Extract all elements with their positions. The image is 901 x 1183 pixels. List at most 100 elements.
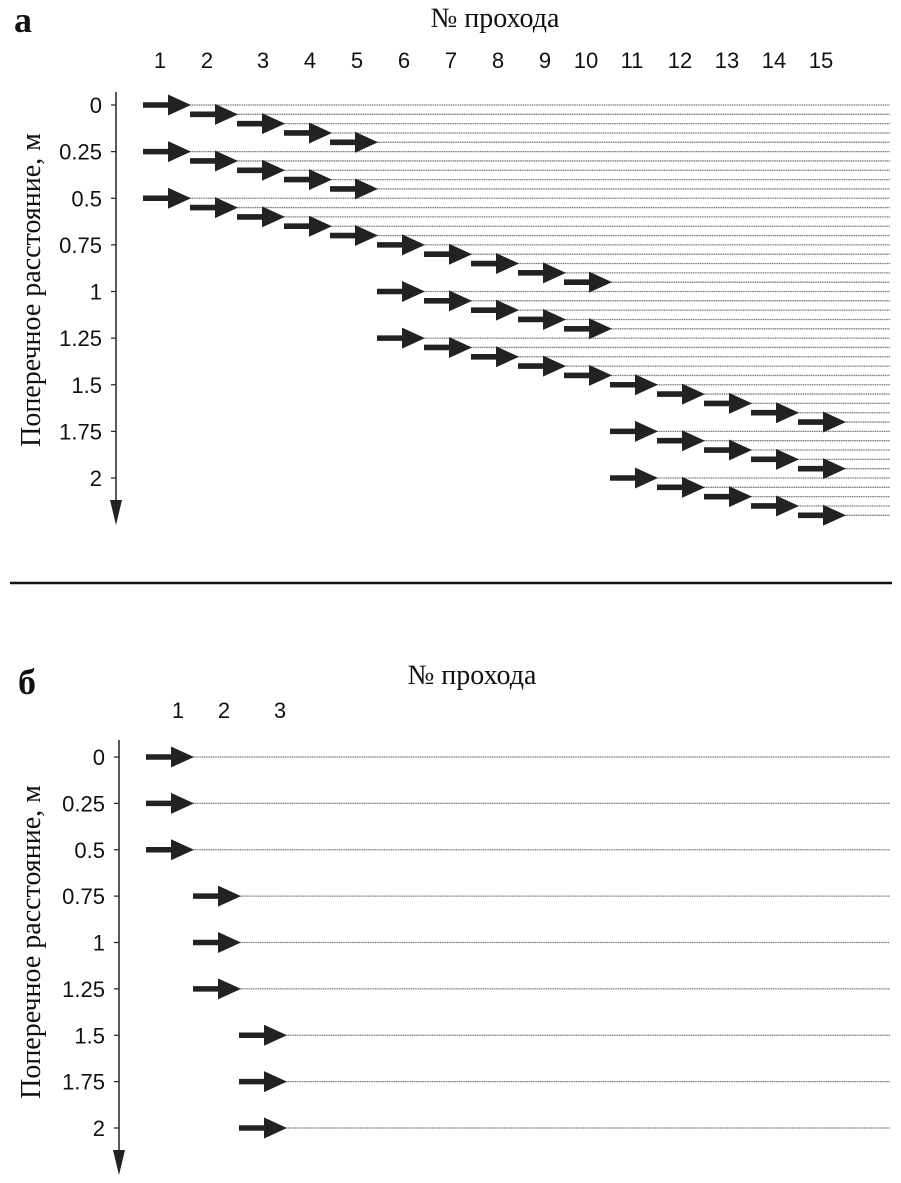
- y-tick-label: 0: [93, 745, 105, 770]
- y-tick-label: 1.5: [71, 373, 102, 398]
- pass-2-arrow: [193, 885, 241, 907]
- pass-9-arrow: [518, 262, 566, 284]
- panel-a-ylabel: Поперечное расстояние, м: [16, 133, 47, 447]
- pass-2-arrow: [190, 150, 238, 172]
- pass-label: 10: [574, 48, 598, 73]
- y-tick-label: 0.5: [71, 186, 102, 211]
- pass-1-arrow: [143, 187, 191, 209]
- pass-7-arrow: [424, 290, 472, 312]
- pass-label: 15: [809, 48, 833, 73]
- panel-b-letter: б: [18, 662, 36, 702]
- pass-6-arrow: [377, 327, 425, 349]
- pass-label: 6: [398, 48, 410, 73]
- panel-b-pass-labels: 1 2 3: [172, 698, 286, 723]
- pass-label: 13: [715, 48, 739, 73]
- pass-6-arrow: [377, 234, 425, 256]
- pass-3-arrow: [237, 206, 285, 228]
- panel-b-arrows: [146, 746, 287, 1139]
- pass-11-arrow: [610, 420, 658, 442]
- pass-label: 14: [762, 48, 786, 73]
- pass-3-arrow: [239, 1117, 287, 1139]
- pass-13-arrow: [704, 486, 752, 508]
- y-tick-label: 0.75: [59, 233, 102, 258]
- pass-1-arrow: [146, 792, 194, 814]
- panel-b: б № прохода Поперечное расстояние, м 1 2 3…: [16, 660, 890, 1175]
- pass-14-arrow: [751, 448, 799, 470]
- pass-label: 5: [351, 48, 363, 73]
- pass-2-arrow: [193, 978, 241, 1000]
- y-tick-label: 0.25: [59, 140, 102, 165]
- pass-8-arrow: [471, 346, 519, 368]
- pass-label: 1: [154, 48, 166, 73]
- pass-label: 4: [304, 48, 316, 73]
- pass-1-arrow: [146, 839, 194, 861]
- pass-label: 3: [274, 698, 286, 723]
- y-tick-label: 1.75: [62, 1070, 105, 1095]
- y-tick-label: 0.75: [62, 884, 105, 909]
- y-tick-label: 1.5: [74, 1023, 105, 1048]
- pass-10-arrow: [564, 364, 612, 386]
- pass-label: 11: [621, 48, 644, 73]
- pass-8-arrow: [471, 299, 519, 321]
- y-tick-label: 0.25: [62, 791, 105, 816]
- pass-10-arrow: [564, 271, 612, 293]
- pass-2-arrow: [190, 197, 238, 219]
- pass-12-arrow: [657, 383, 705, 405]
- pass-label: 2: [218, 698, 230, 723]
- pass-2-arrow: [193, 932, 241, 953]
- y-tick-label: 1.75: [59, 419, 102, 444]
- pass-7-arrow: [424, 243, 472, 265]
- pass-13-arrow: [704, 392, 752, 414]
- pass-14-arrow: [751, 402, 799, 424]
- pass-label: 7: [445, 48, 457, 73]
- pass-15-arrow: [798, 504, 846, 526]
- y-tick-label: 0.5: [74, 838, 105, 863]
- pass-10-arrow: [564, 318, 612, 340]
- pass-label: 1: [172, 698, 184, 723]
- y-tick-label: 2: [90, 466, 102, 491]
- pass-5-arrow: [330, 131, 378, 153]
- panel-a-title: № прохода: [431, 3, 560, 34]
- pass-5-arrow: [330, 178, 378, 200]
- pass-4-arrow: [284, 169, 332, 191]
- panel-b-title: № прохода: [408, 660, 537, 691]
- panel-a-pass-labels: 1 2 3 4 5 6 7 8 9 10 11 12 13 14 15: [154, 48, 833, 73]
- y-tick-label: 0: [90, 93, 102, 118]
- pass-label: 12: [668, 48, 692, 73]
- pass-14-arrow: [751, 495, 799, 517]
- pass-6-arrow: [377, 281, 425, 302]
- pass-2-arrow: [190, 103, 238, 125]
- pass-label: 9: [539, 48, 551, 73]
- pass-label: 3: [257, 48, 269, 73]
- pass-15-arrow: [798, 458, 846, 480]
- y-tick-label: 1.25: [59, 326, 102, 351]
- pass-9-arrow: [518, 355, 566, 377]
- panel-a-letter: а: [14, 0, 32, 40]
- pass-4-arrow: [284, 215, 332, 237]
- pass-3-arrow: [239, 1071, 287, 1093]
- panel-b-ylabel: Поперечное расстояние, м: [16, 785, 47, 1099]
- pass-label: 8: [492, 48, 504, 73]
- pass-3-arrow: [237, 113, 285, 135]
- panel-b-y-ticks: 0 0.25 0.5 0.75 1 1.25 1.5 1.75 2: [62, 745, 119, 1141]
- pass-1-arrow: [143, 94, 191, 116]
- y-tick-label: 2: [93, 1116, 105, 1141]
- panel-a-arrows: [143, 94, 846, 526]
- y-tick-label: 1.25: [62, 977, 105, 1002]
- pass-3-arrow: [239, 1024, 287, 1046]
- pass-4-arrow: [284, 122, 332, 144]
- pass-3-arrow: [237, 159, 285, 181]
- pass-7-arrow: [424, 336, 472, 358]
- panel-b-y-axis-arrowhead-icon: [113, 1150, 125, 1175]
- pass-12-arrow: [657, 476, 705, 498]
- pass-9-arrow: [518, 308, 566, 330]
- panel-a-y-axis-arrowhead-icon: [110, 500, 122, 525]
- pass-8-arrow: [471, 253, 519, 275]
- panel-a-y-ticks: 0 0.25 0.5 0.75 1 1.25 1.5 1.75 2: [59, 93, 116, 491]
- panel-b-tracks: [193, 756, 890, 1129]
- y-tick-label: 1: [90, 280, 102, 305]
- pass-11-arrow: [610, 467, 658, 489]
- pass-11-arrow: [610, 374, 658, 396]
